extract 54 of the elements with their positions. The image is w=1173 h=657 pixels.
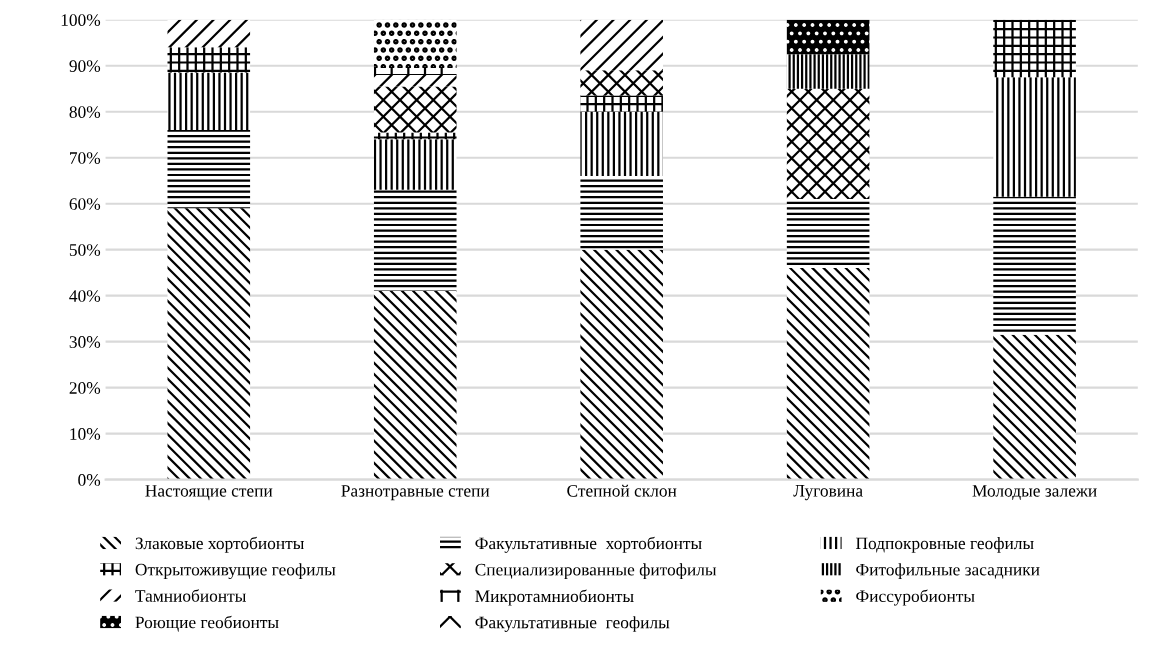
legend-label: Открытоживущие геофилы	[135, 563, 336, 580]
legend-label: Специализированные фитофилы	[475, 563, 717, 580]
x-tick-label: Настоящие степи	[145, 485, 273, 501]
bar	[167, 130, 251, 209]
x-tick-label: Молодые залежи	[972, 485, 1097, 500]
y-tick-label: 50%	[69, 244, 101, 256]
bar	[167, 19, 251, 48]
x-tick-label: Степной склон	[567, 484, 677, 497]
legend-label: Микротамниобионты	[475, 589, 634, 606]
bar	[786, 268, 870, 480]
bar	[580, 111, 663, 177]
bar	[373, 86, 457, 133]
bar	[167, 208, 251, 480]
legend-label: Факультативные хортобионты	[475, 536, 702, 553]
y-tick-label: 80%	[69, 106, 101, 118]
x-tick-label: Разнотравные степи	[341, 485, 490, 501]
bar	[373, 189, 457, 292]
bar	[786, 88, 870, 200]
y-tick-label: 20%	[69, 382, 101, 394]
legend-label: Фитофильные засадники	[856, 563, 1040, 580]
bar	[373, 291, 457, 480]
y-tick-label: 0%	[78, 474, 101, 486]
legend-label: Роющие геобионты	[135, 615, 279, 632]
y-tick-label: 60%	[69, 198, 101, 210]
bar	[786, 19, 870, 55]
legend-label: Тамниобионты	[135, 589, 246, 602]
legend-label: Злаковые хортобионты	[135, 536, 304, 553]
bar	[167, 72, 251, 131]
y-tick-label: 100%	[61, 14, 101, 26]
bar	[373, 139, 457, 190]
bar	[580, 95, 663, 112]
bar	[580, 70, 663, 96]
y-tick-label: 90%	[69, 60, 101, 72]
bar	[167, 47, 251, 73]
bar	[993, 77, 1076, 197]
bar	[373, 68, 457, 75]
legend-label: Факультативные геофилы	[475, 616, 670, 632]
bar	[373, 132, 457, 140]
x-tick-label: Луговина	[793, 485, 863, 501]
bar	[373, 74, 457, 87]
y-tick-label: 40%	[69, 290, 101, 302]
legend-label: Подпокровные геофилы	[855, 537, 1034, 553]
bar	[993, 196, 1076, 335]
bar	[786, 54, 870, 89]
bar	[580, 249, 663, 480]
bar	[373, 19, 457, 68]
bar	[580, 176, 663, 250]
bar	[993, 19, 1076, 78]
legend-label: Фиссуробионты	[856, 589, 975, 606]
bar	[993, 334, 1076, 480]
bar	[580, 19, 663, 71]
y-tick-label: 30%	[69, 336, 101, 348]
y-tick-label: 70%	[70, 152, 101, 164]
y-tick-label: 10%	[70, 428, 101, 440]
